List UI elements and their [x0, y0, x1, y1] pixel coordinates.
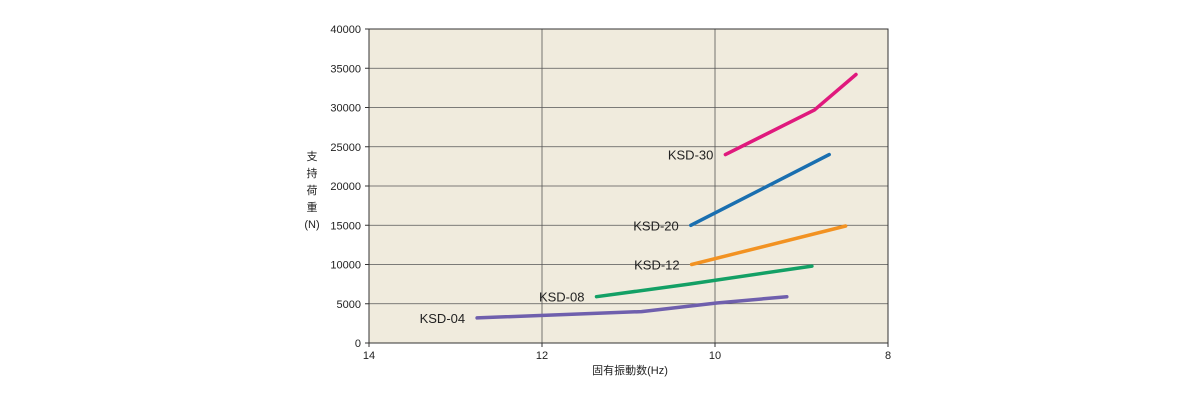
- y-axis-title-char: 支: [307, 150, 318, 163]
- series-label-ksd-12: KSD-12: [634, 258, 680, 273]
- x-axis-ticks: 14 12 10 8: [363, 343, 891, 362]
- series-label-ksd-08: KSD-08: [539, 290, 585, 305]
- y-axis-title-char: 持: [307, 166, 318, 180]
- y-axis-title-char: (N): [304, 219, 319, 231]
- y-tick-label: 20000: [330, 181, 361, 193]
- x-tick-label: 14: [363, 350, 375, 362]
- series-line-ksd-12: [689, 224, 848, 267]
- x-axis-title: 固有振動数(Hz): [592, 363, 668, 377]
- y-axis-ticks: 0 5000 10000 15000 20000 25000 30000 35000 40000: [330, 24, 369, 350]
- series-label-ksd-04: KSD-04: [420, 311, 466, 326]
- x-tick-label: 10: [709, 350, 721, 362]
- x-tick-label: 8: [885, 350, 891, 362]
- series-line-ksd-20: [689, 152, 831, 228]
- x-tick-label: 12: [536, 350, 548, 362]
- series-labels: KSD-30 KSD-20 KSD-12 KSD-08 KSD-04: [420, 148, 714, 326]
- y-tick-label: 40000: [330, 24, 361, 36]
- y-tick-label: 30000: [330, 103, 361, 115]
- y-tick-label: 0: [355, 338, 361, 350]
- y-tick-label: 15000: [330, 220, 361, 232]
- y-tick-label: 10000: [330, 260, 361, 272]
- series-label-ksd-30: KSD-30: [668, 148, 714, 163]
- y-axis-title-char: 重: [307, 200, 318, 214]
- gridlines: [369, 29, 888, 343]
- y-axis-title-char: 荷: [307, 184, 318, 197]
- y-tick-label: 5000: [337, 299, 361, 311]
- series-line-ksd-30: [723, 72, 858, 157]
- series-label-ksd-20: KSD-20: [633, 218, 679, 233]
- series-line-ksd-04: [475, 294, 789, 320]
- series-line-ksd-08: [594, 264, 814, 299]
- y-tick-label: 35000: [330, 63, 361, 75]
- y-tick-label: 25000: [330, 142, 361, 154]
- series-lines: [475, 72, 858, 320]
